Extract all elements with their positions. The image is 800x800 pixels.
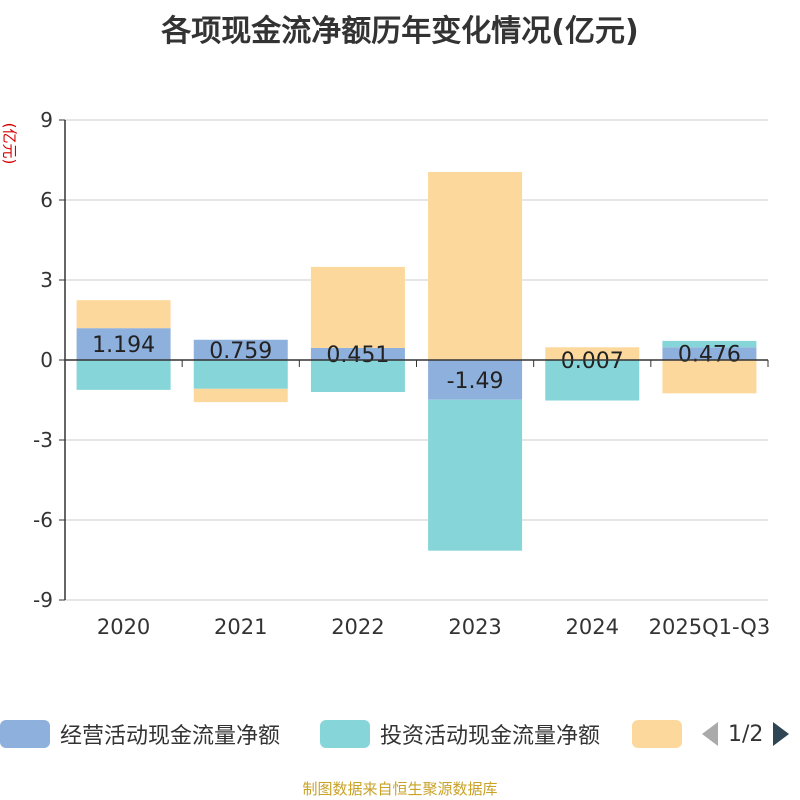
legend-swatch-investing: [320, 720, 370, 748]
x-tick-label: 2021: [214, 615, 267, 639]
y-tick-label: 9: [40, 108, 53, 132]
legend-item-investing[interactable]: 投资活动现金流量净额: [320, 716, 600, 752]
next-page-icon[interactable]: [771, 720, 791, 748]
x-tick-label: 2020: [97, 615, 150, 639]
x-tick-label: 2022: [331, 615, 384, 639]
bar-operating: [310, 347, 405, 360]
data-label: 0.476: [678, 343, 741, 368]
data-label: -1.49: [447, 369, 504, 394]
x-tick-label: 2023: [448, 615, 501, 639]
bar-financing: [193, 388, 288, 403]
x-tick-label: 2025Q1-Q3: [649, 615, 771, 639]
bar-operating: [662, 347, 757, 360]
bar-investing: [428, 399, 523, 551]
bar-investing: [310, 360, 405, 392]
data-label: 0.451: [326, 343, 389, 368]
bar-investing: [662, 340, 757, 348]
data-label: 0.007: [561, 349, 624, 374]
bar-financing: [310, 266, 405, 348]
y-tick-label: -9: [33, 588, 53, 612]
y-tick-label: 3: [40, 268, 53, 292]
y-tick-label: -6: [33, 508, 53, 532]
legend-label-operating: 经营活动现金流量净额: [60, 724, 281, 749]
legend-item-operating[interactable]: 经营活动现金流量净额: [0, 716, 280, 752]
bar-operating: [428, 360, 523, 400]
source-footer: 制图数据来自恒生聚源数据库: [302, 780, 498, 798]
data-label: 1.194: [92, 333, 155, 358]
legend-item-financing[interactable]: [632, 716, 682, 752]
bar-financing: [545, 347, 640, 360]
bar-investing: [193, 360, 288, 389]
bar-operating: [76, 328, 171, 360]
bar-financing: [428, 172, 523, 360]
legend: 经营活动现金流量净额 投资活动现金流量净额 1/2: [0, 716, 800, 752]
x-tick-label: 2024: [566, 615, 619, 639]
y-tick-label: 0: [40, 348, 53, 372]
legend-label-investing: 投资活动现金流量净额: [380, 724, 601, 749]
chart-title: 各项现金流净额历年变化情况(亿元): [161, 14, 639, 49]
legend-swatch-financing: [632, 720, 682, 748]
bar-investing: [545, 360, 640, 401]
bar-financing: [76, 300, 171, 329]
prev-page-icon[interactable]: [700, 720, 720, 748]
bar-operating: [193, 339, 288, 360]
legend-pager: 1/2: [700, 716, 791, 752]
bar-financing: [662, 360, 757, 394]
legend-page-indicator: 1/2: [728, 721, 764, 747]
y-tick-label: -3: [33, 428, 53, 452]
bar-investing: [76, 360, 171, 390]
y-tick-label: 6: [40, 188, 53, 212]
legend-swatch-operating: [0, 720, 50, 748]
